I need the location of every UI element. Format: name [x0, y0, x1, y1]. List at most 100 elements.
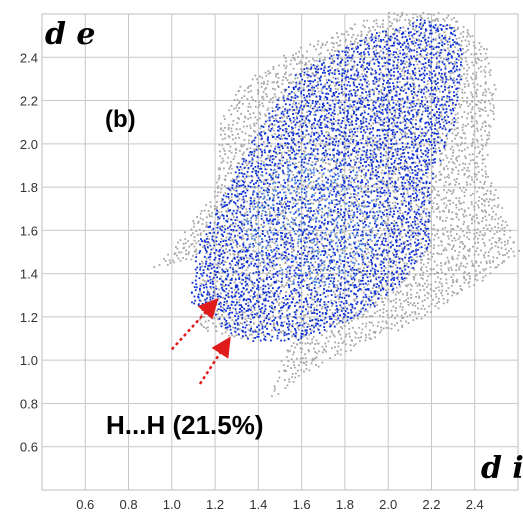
gray-point: [454, 138, 456, 140]
gray-point: [464, 173, 466, 175]
gray-point: [177, 248, 179, 250]
gray-point: [357, 318, 359, 320]
gray-point: [394, 131, 396, 133]
gray-point: [356, 79, 358, 81]
gray-point: [331, 239, 333, 241]
gray-point: [289, 350, 291, 352]
gray-point: [210, 252, 212, 254]
gray-point: [457, 117, 459, 119]
gray-point: [465, 125, 467, 127]
gray-point: [369, 229, 371, 231]
gray-point: [301, 169, 303, 171]
gray-point: [348, 328, 350, 330]
gray-point: [475, 147, 477, 149]
gray-point: [377, 38, 379, 40]
gray-point: [433, 19, 435, 21]
gray-point: [333, 157, 335, 159]
gray-point: [231, 319, 233, 321]
gray-point: [392, 314, 394, 316]
gray-point: [315, 200, 317, 202]
gray-point: [220, 215, 222, 217]
gray-point: [300, 47, 302, 49]
gray-point: [292, 174, 294, 176]
gray-point: [457, 225, 459, 227]
gray-point: [453, 245, 455, 247]
gray-point: [468, 272, 470, 274]
gray-point: [228, 127, 230, 129]
gray-point: [340, 205, 342, 207]
gray-point: [459, 203, 461, 205]
gray-point: [332, 255, 334, 257]
gray-point: [242, 235, 244, 237]
blue-point: [195, 275, 197, 277]
gray-point: [408, 45, 410, 47]
gray-point: [377, 122, 379, 124]
gray-point: [452, 281, 454, 283]
gray-point: [271, 395, 273, 397]
gray-point: [309, 199, 311, 201]
gray-point: [369, 306, 371, 308]
gray-point: [501, 207, 503, 209]
gray-point: [382, 106, 384, 108]
gray-point: [501, 228, 503, 230]
blue-point: [200, 238, 202, 240]
gray-point: [270, 98, 272, 100]
gray-point: [457, 132, 459, 134]
gray-point: [371, 137, 373, 139]
gray-point: [236, 104, 238, 106]
gray-point: [340, 65, 342, 67]
gray-point: [359, 340, 361, 342]
gray-point: [351, 37, 353, 39]
gray-point: [380, 327, 382, 329]
gray-point: [427, 262, 429, 264]
gray-point: [485, 81, 487, 83]
gray-point: [424, 295, 426, 297]
gray-point: [230, 180, 232, 182]
gray-point: [435, 175, 437, 177]
gray-point: [325, 44, 327, 46]
gray-point: [300, 347, 302, 349]
gray-point: [392, 146, 394, 148]
gray-point: [334, 204, 336, 206]
gray-point: [460, 33, 462, 35]
blue-point: [214, 270, 216, 272]
gray-point: [355, 198, 357, 200]
gray-point: [278, 280, 280, 282]
gray-point: [363, 292, 365, 294]
gray-point: [464, 256, 466, 258]
gray-point: [245, 133, 247, 135]
gray-point: [422, 278, 424, 280]
gray-point: [258, 331, 260, 333]
blue-point: [217, 232, 219, 234]
gray-point: [498, 218, 500, 220]
gray-point: [285, 72, 287, 74]
gray-point: [460, 262, 462, 264]
gray-point: [292, 265, 294, 267]
gray-point: [339, 334, 341, 336]
gray-point: [460, 265, 462, 267]
gray-point: [463, 216, 465, 218]
gray-point: [504, 254, 506, 256]
gray-point: [451, 240, 453, 242]
gray-point: [278, 298, 280, 300]
gray-point: [302, 184, 304, 186]
gray-point: [248, 142, 250, 144]
gray-point: [313, 174, 315, 176]
gray-point: [338, 330, 340, 332]
gray-point: [279, 257, 281, 259]
blue-point: [219, 228, 221, 230]
blue-point: [221, 230, 223, 232]
gray-point: [306, 57, 308, 59]
gray-point: [277, 153, 279, 155]
gray-point: [393, 19, 395, 21]
gray-point: [459, 236, 461, 238]
gray-point: [239, 245, 241, 247]
gray-point: [342, 293, 344, 295]
gray-point: [309, 369, 311, 371]
gray-point: [300, 138, 302, 140]
gray-point: [307, 254, 309, 256]
gray-point: [484, 158, 486, 160]
gray-point: [453, 150, 455, 152]
gray-point: [402, 213, 404, 215]
blue-point: [224, 318, 226, 320]
